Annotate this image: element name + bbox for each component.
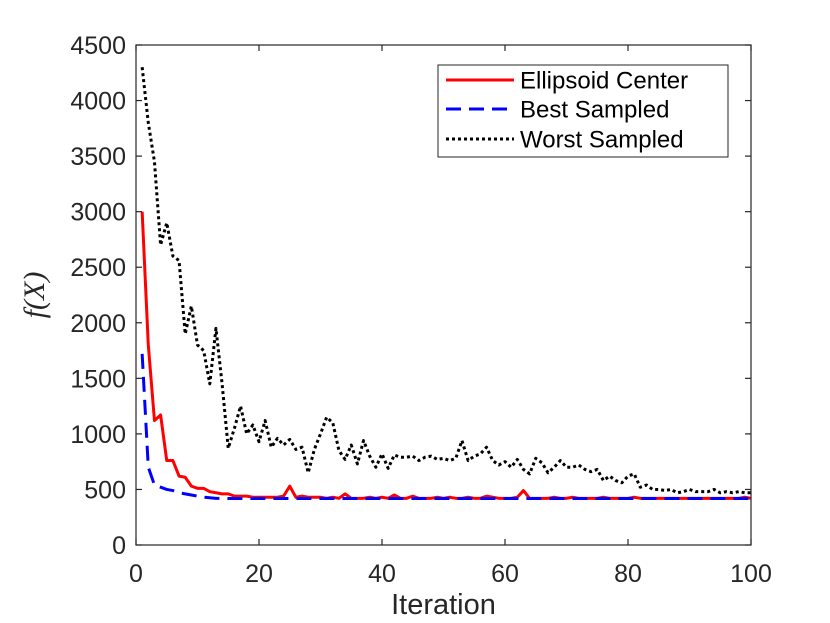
y-tick-label: 2000	[70, 310, 126, 338]
y-tick-label: 1000	[70, 421, 126, 449]
series-layer	[140, 67, 752, 501]
x-tick-label: 80	[614, 560, 642, 588]
x-tick-label: 20	[245, 560, 273, 588]
axes-box	[135, 44, 752, 546]
y-tick-label: 1500	[70, 365, 126, 393]
x-tick-label: 100	[730, 560, 772, 588]
legend-label-best-sampled: Best Sampled	[520, 97, 669, 124]
y-tick-label: 4500	[70, 32, 126, 60]
y-tick-label: 0	[112, 532, 126, 560]
legend-label-worst-sampled: Worst Sampled	[520, 127, 684, 154]
series-line-best-sampled	[140, 353, 751, 501]
y-tick-label: 3000	[70, 199, 126, 227]
x-tick-label: 60	[491, 560, 519, 588]
ticks-layer: 0 20 40 60 80 1000500100015002000250030003500…	[70, 32, 771, 588]
legend: Ellipsoid Center Best Sampled Worst Samp…	[437, 64, 729, 158]
x-tick-label: 40	[368, 560, 396, 588]
y-axis-label: f(X)	[18, 272, 51, 319]
series-line-worst-sampled	[140, 67, 751, 495]
y-tick-label: 500	[84, 476, 126, 504]
y-tick-label: 2500	[70, 254, 126, 282]
y-tick-label: 3500	[70, 143, 126, 171]
legend-label-ellipsoid-center: Ellipsoid Center	[520, 68, 688, 95]
y-tick-label: 4000	[70, 88, 126, 116]
x-axis-label: Iteration	[391, 589, 496, 621]
x-tick-label: 0	[129, 560, 143, 588]
